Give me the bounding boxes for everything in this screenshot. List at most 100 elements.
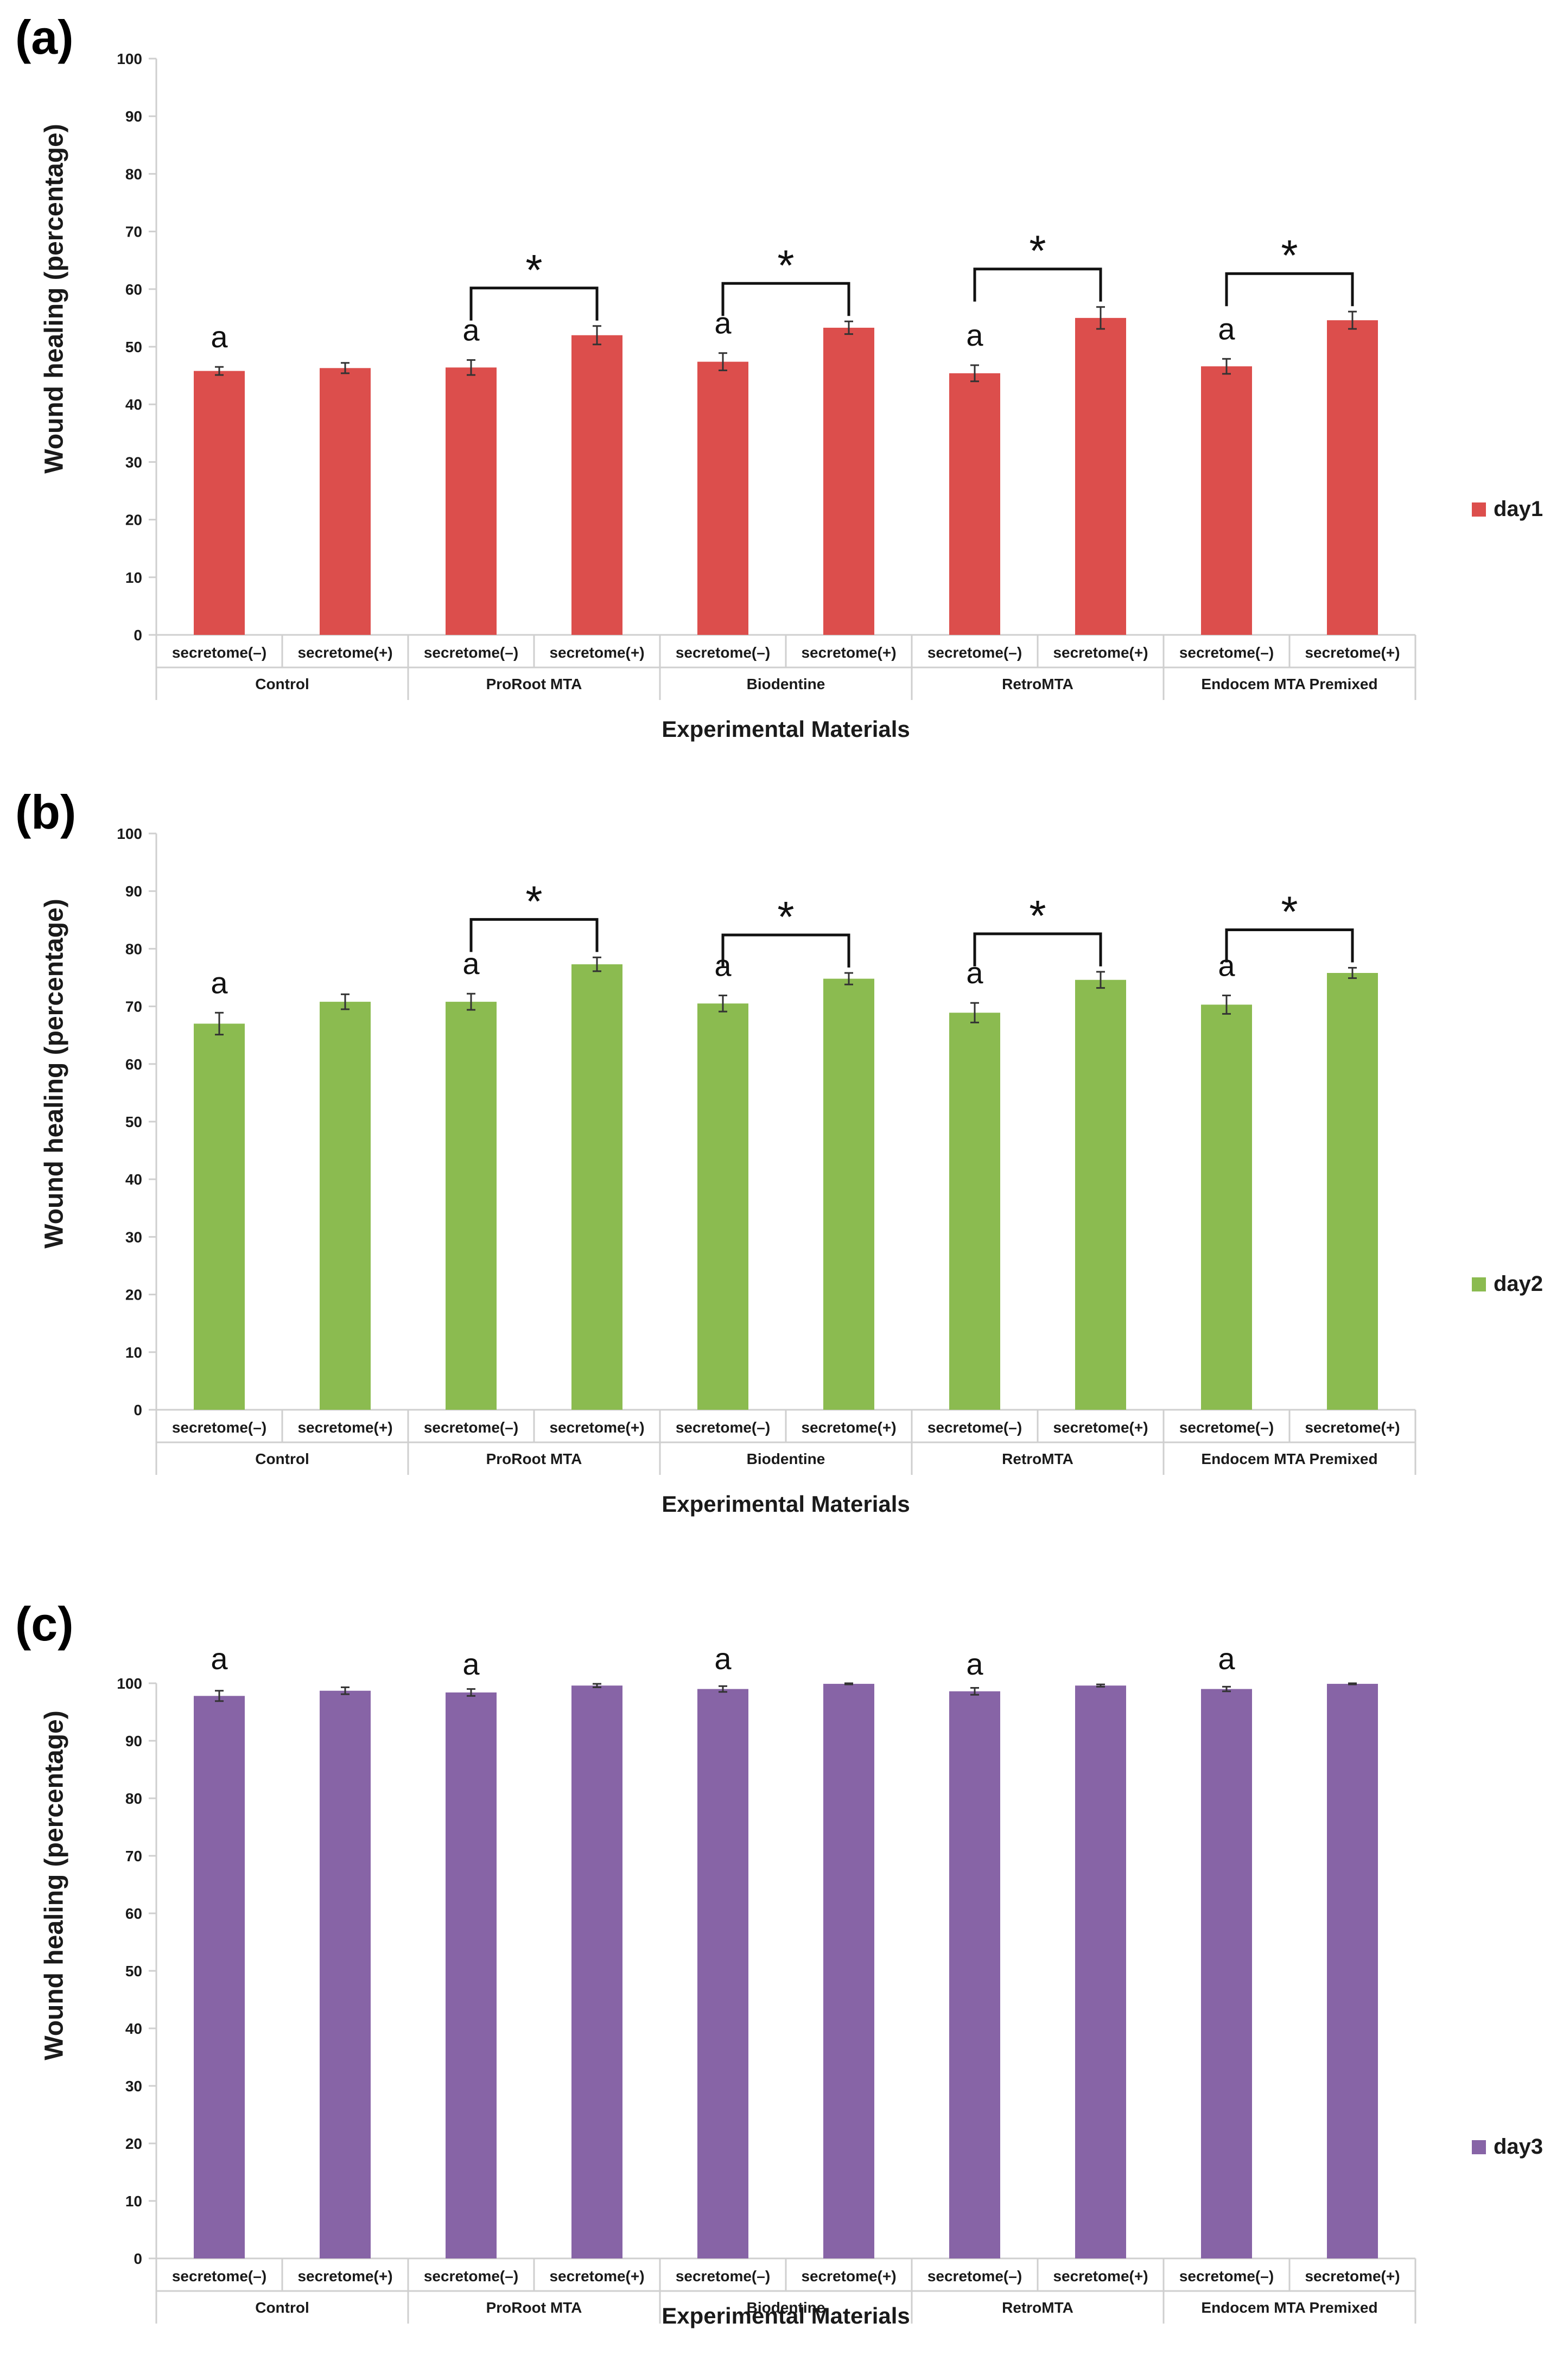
group-label: Control (255, 2299, 309, 2316)
group-label: ProRoot MTA (486, 676, 582, 692)
category-label: secretome(+) (297, 1419, 392, 1436)
panel-label: (a) (15, 10, 74, 64)
category-label: secretome(–) (424, 2268, 518, 2284)
bar (194, 371, 245, 635)
bar (1075, 317, 1126, 635)
category-label: secretome(+) (801, 1419, 896, 1436)
bar (823, 978, 874, 1410)
y-tick-label: 0 (134, 1402, 142, 1418)
group-label: Endocem MTA Premixed (1201, 1450, 1377, 1467)
bar (697, 1003, 748, 1410)
bar (446, 1002, 497, 1410)
y-tick-label: 80 (125, 940, 142, 957)
category-label: secretome(–) (676, 2268, 770, 2284)
y-tick-label: 60 (125, 1056, 142, 1073)
y-tick-label: 60 (125, 281, 142, 298)
y-tick-label: 100 (117, 50, 142, 67)
bar (1327, 973, 1378, 1410)
y-tick-label: 40 (125, 1171, 142, 1188)
y-tick-label: 0 (134, 2250, 142, 2267)
y-tick-label: 30 (125, 1229, 142, 1245)
category-label: secretome(–) (172, 644, 266, 661)
panel-label: (c) (15, 1597, 74, 1651)
category-label: secretome(+) (549, 2268, 644, 2284)
category-label: secretome(+) (1053, 2268, 1148, 2284)
bar (1201, 1004, 1252, 1410)
significance-bracket (973, 932, 1102, 966)
category-label: secretome(–) (1179, 2268, 1274, 2284)
category-label: secretome(–) (927, 644, 1022, 661)
bar (446, 1692, 497, 2258)
category-label: secretome(+) (1053, 1419, 1148, 1436)
bar (320, 1690, 371, 2258)
significance-star: * (777, 241, 794, 289)
group-label: Biodentine (747, 2299, 825, 2316)
category-label: secretome(+) (1053, 644, 1148, 661)
category-label: secretome(+) (1305, 644, 1400, 661)
group-label: ProRoot MTA (486, 1450, 582, 1467)
group-label: ProRoot MTA (486, 2299, 582, 2316)
y-tick-label: 80 (125, 1790, 142, 1807)
significance-letter: a (211, 1641, 228, 1676)
bar-chart-day3: 0 10 20 30 40 50 60 70 80 90 100 secretome(–) secret… (117, 1641, 1416, 2324)
significance-letter: a (714, 1641, 732, 1676)
bar (446, 367, 497, 635)
group-label: Endocem MTA Premixed (1201, 676, 1377, 692)
significance-letter: a (1218, 1641, 1235, 1676)
significance-letter: a (966, 1647, 983, 1681)
chart-panel-day1: (a) Wound healing (percentage) 0 10 20 30 40… (0, 0, 1563, 793)
bar (571, 335, 622, 635)
significance-bracket (1225, 928, 1354, 963)
significance-bracket (1225, 272, 1354, 307)
significance-letter: a (211, 965, 228, 1000)
bar (1327, 1684, 1378, 2258)
significance-star: * (777, 893, 794, 941)
chart-panel-day3: (c) Wound healing (percentage) 0 10 20 30 40… (0, 1587, 1563, 2380)
legend: day1 (1472, 497, 1543, 521)
category-label: secretome(+) (801, 2268, 896, 2284)
y-tick-label: 70 (125, 998, 142, 1015)
significance-letter: a (462, 1647, 480, 1681)
significance-bracket (469, 918, 599, 952)
group-label: RetroMTA (1002, 1450, 1073, 1467)
significance-letter: a (966, 318, 983, 352)
bar (949, 373, 1000, 635)
significance-letter: a (462, 946, 480, 981)
legend: day3 (1472, 2135, 1543, 2159)
legend: day2 (1472, 1272, 1543, 1296)
bar (949, 1013, 1000, 1410)
bar-chart-day2: 0 10 20 30 40 50 60 70 80 90 100 secretome(–) secret… (117, 825, 1416, 1475)
category-label: secretome(–) (172, 2268, 266, 2284)
significance-star: * (1029, 892, 1046, 940)
y-tick-label: 20 (125, 512, 142, 529)
significance-letter: a (1218, 311, 1235, 346)
category-label: secretome(+) (1305, 1419, 1400, 1436)
category-label: secretome(+) (297, 644, 392, 661)
y-tick-label: 50 (125, 1963, 142, 1980)
y-tick-label: 20 (125, 1287, 142, 1303)
bar (194, 1023, 245, 1410)
category-label: secretome(–) (424, 644, 518, 661)
y-tick-label: 10 (125, 2193, 142, 2210)
x-axis-label: Experimental Materials (662, 2303, 910, 2328)
y-tick-label: 40 (125, 2020, 142, 2037)
bar (697, 361, 748, 635)
bar (571, 964, 622, 1410)
bar (1201, 1689, 1252, 2258)
significance-bracket (721, 933, 850, 968)
legend-swatch-day1 (1472, 502, 1486, 517)
category-label: secretome(–) (1179, 1419, 1274, 1436)
category-label: secretome(–) (1179, 644, 1274, 661)
y-tick-label: 20 (125, 2135, 142, 2152)
category-label: secretome(+) (549, 1419, 644, 1436)
bar (697, 1689, 748, 2258)
chart-panel-day2: (b) Wound healing (percentage) 0 10 20 30 40… (0, 775, 1563, 1568)
significance-star: * (1281, 231, 1298, 279)
significance-bracket (721, 282, 850, 316)
significance-bracket (469, 287, 599, 321)
bar (823, 1684, 874, 2258)
category-label: secretome(–) (676, 1419, 770, 1436)
group-label: Control (255, 1450, 309, 1467)
bar (1327, 320, 1378, 635)
bar (823, 327, 874, 635)
